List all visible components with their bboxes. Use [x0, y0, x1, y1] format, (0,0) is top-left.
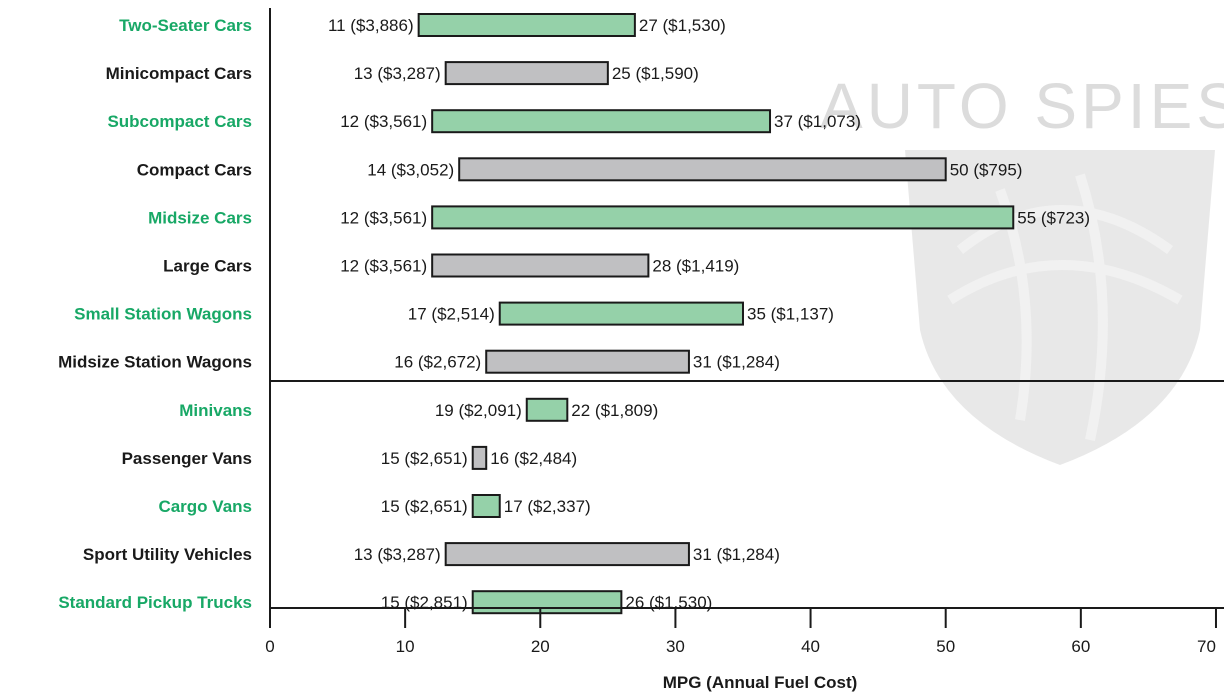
high-value-label-standard-pickup-trucks: 26 ($1,530): [625, 593, 712, 612]
high-value-label-large-cars: 28 ($1,419): [652, 257, 739, 276]
high-value-label-midsize-cars: 55 ($723): [1017, 208, 1090, 227]
bar-standard-pickup-trucks: [471, 590, 623, 615]
x-axis-title: MPG (Annual Fuel Cost): [663, 673, 858, 692]
x-axis: 0 10 20 30 40 50 60 70: [265, 8, 1224, 656]
x-tick-label-20: 20: [531, 637, 550, 656]
category-label-subcompact-cars: Subcompact Cars: [107, 112, 252, 131]
bar-subcompact-cars: [431, 109, 772, 134]
watermark-globe-lines: [947, 173, 1183, 442]
category-label-sport-utility-vehicles: Sport Utility Vehicles: [83, 545, 252, 564]
x-tick-label-10: 10: [396, 637, 415, 656]
category-label-minicompact-cars: Minicompact Cars: [106, 64, 252, 83]
category-label-passenger-vans: Passenger Vans: [122, 449, 252, 468]
high-value-label-sport-utility-vehicles: 31 ($1,284): [693, 545, 780, 564]
low-value-label-standard-pickup-trucks: 15 ($2,851): [381, 593, 468, 612]
x-tick-label-30: 30: [666, 637, 685, 656]
bar-cargo-vans: [471, 494, 501, 518]
low-value-label-small-station-wagons: 17 ($2,514): [408, 305, 495, 324]
category-labels: Two-Seater Cars Minicompact Cars Subcompac…: [58, 16, 252, 612]
high-value-label-midsize-station-wagons: 31 ($1,284): [693, 353, 780, 372]
bar-sport-utility-vehicles: [444, 542, 690, 567]
high-value-label-two-seater-cars: 27 ($1,530): [639, 16, 726, 35]
high-value-label-small-station-wagons: 35 ($1,137): [747, 305, 834, 324]
high-value-label-compact-cars: 50 ($795): [950, 160, 1023, 179]
low-value-label-large-cars: 12 ($3,561): [340, 257, 427, 276]
bar-minicompact-cars: [444, 61, 609, 86]
watermark-shield-logo: [905, 150, 1215, 465]
high-value-label-passenger-vans: 16 ($2,484): [490, 449, 577, 468]
low-value-label-compact-cars: 14 ($3,052): [367, 160, 454, 179]
high-value-label-minicompact-cars: 25 ($1,590): [612, 64, 699, 83]
category-label-minivans: Minivans: [179, 401, 252, 420]
bar-two-seater-cars: [417, 13, 636, 37]
high-value-label-cargo-vans: 17 ($2,337): [504, 497, 591, 516]
category-label-standard-pickup-trucks: Standard Pickup Trucks: [58, 593, 252, 612]
category-label-two-seater-cars: Two-Seater Cars: [119, 16, 252, 35]
x-tick-label-70: 70: [1197, 637, 1216, 656]
x-tick-label-60: 60: [1071, 637, 1090, 656]
watermark-text: AUTO SPIES: [820, 70, 1224, 142]
low-value-label-midsize-station-wagons: 16 ($2,672): [394, 353, 481, 372]
category-label-large-cars: Large Cars: [163, 257, 252, 276]
low-value-label-two-seater-cars: 11 ($3,886): [328, 16, 414, 35]
low-value-label-cargo-vans: 15 ($2,651): [381, 497, 468, 516]
bar-midsize-cars: [431, 205, 1015, 230]
category-label-cargo-vans: Cargo Vans: [158, 497, 252, 516]
bar-small-station-wagons: [498, 301, 744, 326]
high-value-label-subcompact-cars: 37 ($1,073): [774, 112, 861, 131]
low-value-label-passenger-vans: 15 ($2,651): [381, 449, 468, 468]
category-label-compact-cars: Compact Cars: [137, 160, 252, 179]
category-label-midsize-station-wagons: Midsize Station Wagons: [58, 353, 252, 372]
x-tick-label-0: 0: [265, 637, 274, 656]
low-value-label-sport-utility-vehicles: 13 ($3,287): [354, 545, 441, 564]
bar-compact-cars: [458, 157, 947, 182]
bar-large-cars: [431, 253, 650, 278]
bar-minivans: [525, 397, 569, 422]
watermark: AUTO SPIES: [820, 70, 1224, 465]
bar-midsize-station-wagons: [485, 349, 690, 374]
high-value-label-minivans: 22 ($1,809): [571, 401, 658, 420]
category-label-midsize-cars: Midsize Cars: [148, 208, 252, 227]
low-value-label-minivans: 19 ($2,091): [435, 401, 522, 420]
low-value-label-midsize-cars: 12 ($3,561): [340, 208, 427, 227]
low-value-label-minicompact-cars: 13 ($3,287): [354, 64, 441, 83]
x-tick-label-50: 50: [936, 637, 955, 656]
bar-passenger-vans: [471, 445, 488, 470]
x-tick-label-40: 40: [801, 637, 820, 656]
low-value-label-subcompact-cars: 12 ($3,561): [340, 112, 427, 131]
category-label-small-station-wagons: Small Station Wagons: [74, 305, 252, 324]
